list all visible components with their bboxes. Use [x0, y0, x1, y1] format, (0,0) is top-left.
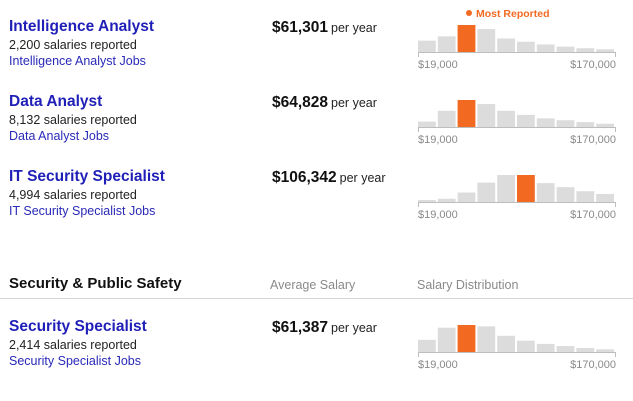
salary-period: per year — [339, 171, 386, 185]
job-title-link[interactable]: IT Security Specialist — [9, 168, 165, 185]
jobs-link[interactable]: IT Security Specialist Jobs — [9, 204, 156, 218]
job-row: Security Specialist 2,414 salaries repor… — [0, 318, 633, 388]
salary-amount: $61,387 — [272, 319, 329, 336]
distribution-bar — [477, 182, 496, 202]
salary-period: per year — [331, 21, 377, 35]
distribution-bar — [576, 48, 595, 52]
salary-distribution-chart: $19,000 $170,000 — [418, 18, 616, 78]
salary-amount: $61,301 — [272, 19, 329, 36]
distribution-bars — [418, 175, 616, 207]
salaries-reported-count: 2,414 salaries reported — [9, 338, 137, 352]
distribution-bar — [418, 40, 436, 52]
distribution-bar-most-reported — [457, 25, 476, 52]
distribution-bar-most-reported — [457, 100, 476, 127]
distribution-bar — [556, 120, 575, 127]
axis-max-label: $170,000 — [570, 59, 616, 71]
distribution-bar — [418, 121, 436, 127]
distribution-bar — [497, 110, 515, 127]
axis-max-label: $170,000 — [570, 209, 616, 221]
distribution-bar — [517, 41, 535, 52]
axis-max-label: $170,000 — [570, 134, 616, 146]
distribution-bars — [418, 25, 616, 57]
salary-distribution-column-header: Salary Distribution — [417, 278, 519, 292]
salary-period: per year — [331, 321, 377, 335]
job-row: IT Security Specialist 4,994 salaries re… — [0, 168, 633, 238]
distribution-bar — [517, 114, 535, 127]
distribution-bar — [418, 339, 436, 352]
average-salary: $61,387 per year — [272, 319, 377, 337]
distribution-bar — [437, 110, 456, 127]
distribution-bar — [477, 29, 496, 52]
job-title-link[interactable]: Data Analyst — [9, 93, 103, 110]
section-header: Security & Public Safety Average Salary … — [0, 274, 633, 298]
jobs-link[interactable]: Data Analyst Jobs — [9, 129, 110, 143]
distribution-bar — [536, 44, 555, 52]
distribution-bar — [437, 198, 456, 202]
distribution-bars — [418, 325, 616, 357]
average-salary: $106,342 per year — [272, 169, 386, 187]
distribution-bar — [536, 183, 555, 202]
axis-min-label: $19,000 — [418, 359, 458, 371]
salary-distribution-chart: $19,000 $170,000 — [418, 93, 616, 153]
salary-amount: $106,342 — [272, 169, 337, 186]
distribution-bar-most-reported — [517, 175, 535, 202]
distribution-bar — [556, 46, 575, 52]
distribution-bar — [556, 346, 575, 352]
distribution-bars — [418, 100, 616, 132]
distribution-bar — [457, 192, 476, 202]
average-salary: $64,828 per year — [272, 94, 377, 112]
salaries-reported-count: 8,132 salaries reported — [9, 113, 137, 127]
distribution-bar — [497, 175, 515, 202]
salary-distribution-chart: $19,000 $170,000 — [418, 168, 616, 228]
axis-max-label: $170,000 — [570, 359, 616, 371]
distribution-bar — [437, 327, 456, 352]
distribution-bar — [596, 49, 614, 52]
distribution-bar — [596, 193, 614, 202]
salaries-reported-count: 2,200 salaries reported — [9, 38, 137, 52]
most-reported-legend: Most Reported — [466, 8, 550, 20]
average-salary: $61,301 per year — [272, 19, 377, 37]
section-divider — [0, 298, 633, 299]
distribution-bar — [596, 123, 614, 127]
distribution-bar — [418, 200, 436, 202]
distribution-bar — [576, 191, 595, 202]
axis-min-label: $19,000 — [418, 134, 458, 146]
salary-distribution-chart: $19,000 $170,000 — [418, 318, 616, 378]
distribution-bar — [517, 340, 535, 352]
legend-label: Most Reported — [476, 8, 550, 20]
jobs-link[interactable]: Intelligence Analyst Jobs — [9, 54, 146, 68]
job-title-link[interactable]: Security Specialist — [9, 318, 147, 335]
distribution-bar — [497, 38, 515, 52]
distribution-bar — [536, 343, 555, 352]
salary-amount: $64,828 — [272, 94, 329, 111]
distribution-bar — [576, 122, 595, 127]
job-row: Data Analyst 8,132 salaries reported Dat… — [0, 93, 633, 163]
distribution-bar — [437, 36, 456, 52]
job-title-link[interactable]: Intelligence Analyst — [9, 18, 154, 35]
axis-min-label: $19,000 — [418, 209, 458, 221]
distribution-bar — [497, 335, 515, 352]
legend-dot-icon — [466, 10, 472, 16]
distribution-bar — [576, 347, 595, 352]
jobs-link[interactable]: Security Specialist Jobs — [9, 354, 142, 368]
distribution-bar — [536, 118, 555, 127]
distribution-bar — [596, 349, 614, 352]
distribution-bar — [477, 104, 496, 127]
distribution-bar-most-reported — [457, 325, 476, 352]
distribution-bar — [477, 326, 496, 352]
average-salary-column-header: Average Salary — [270, 278, 356, 292]
salaries-reported-count: 4,994 salaries reported — [9, 188, 137, 202]
distribution-bar — [556, 187, 575, 202]
section-title: Security & Public Safety — [9, 275, 182, 292]
job-row: Intelligence Analyst 2,200 salaries repo… — [0, 18, 633, 88]
axis-min-label: $19,000 — [418, 59, 458, 71]
salary-period: per year — [331, 96, 377, 110]
